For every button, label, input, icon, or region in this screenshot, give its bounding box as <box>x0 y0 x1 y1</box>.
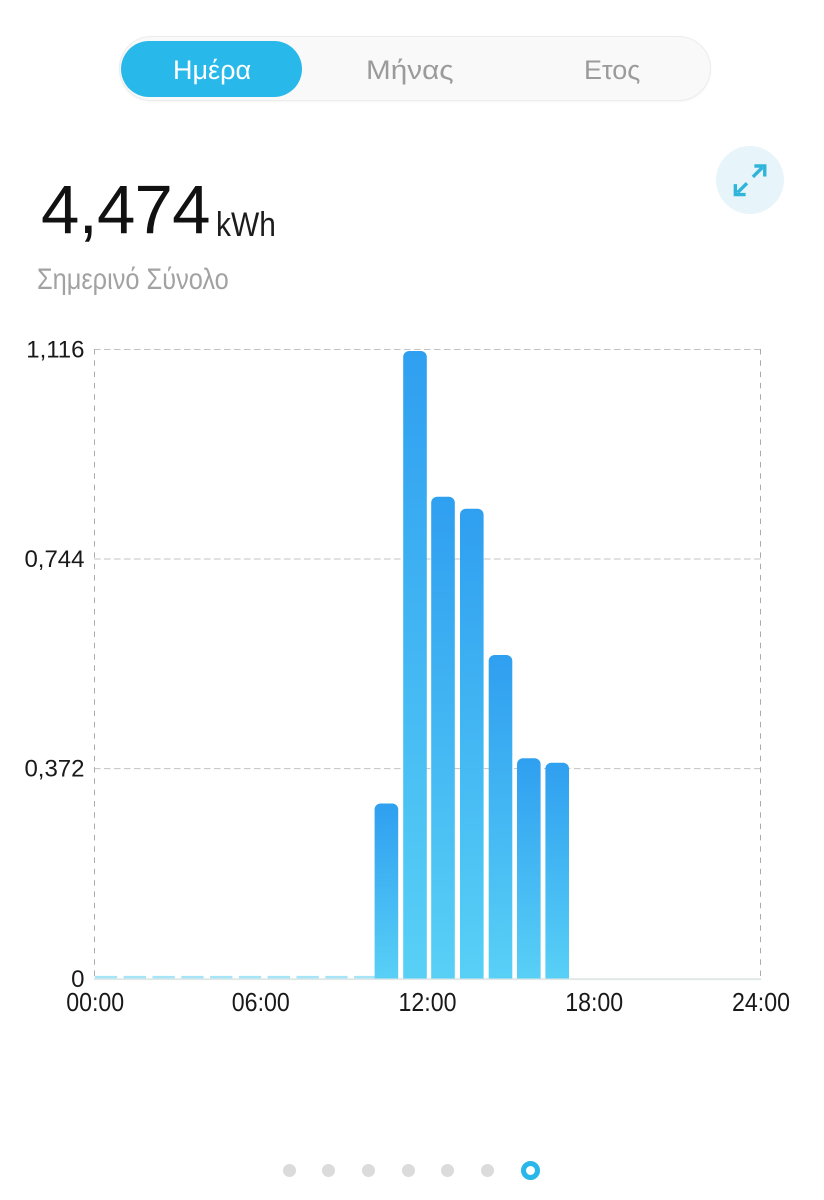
svg-text:06:00: 06:00 <box>232 987 290 1017</box>
svg-text:1,116: 1,116 <box>26 336 84 363</box>
svg-text:24:00: 24:00 <box>732 987 790 1017</box>
svg-text:18:00: 18:00 <box>565 987 623 1017</box>
svg-text:0,744: 0,744 <box>24 546 84 573</box>
svg-text:00:00: 00:00 <box>66 987 124 1017</box>
svg-text:12:00: 12:00 <box>399 987 457 1017</box>
svg-text:0,372: 0,372 <box>24 756 84 783</box>
svg-text:0: 0 <box>71 966 84 993</box>
